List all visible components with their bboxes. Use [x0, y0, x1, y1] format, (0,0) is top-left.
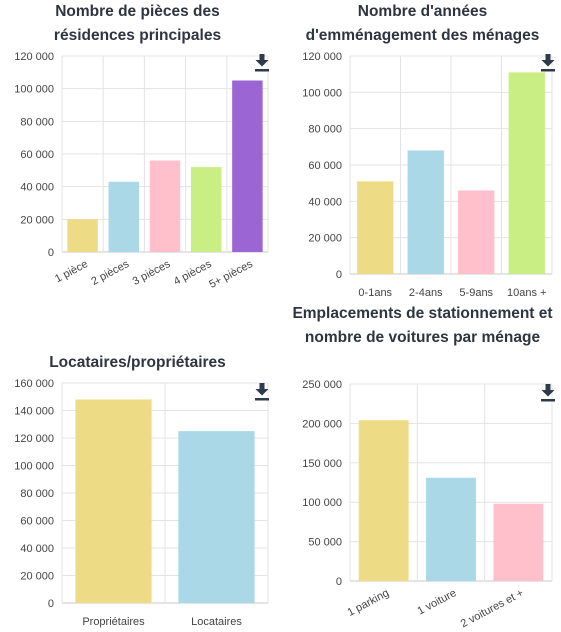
bar[interactable]	[178, 431, 255, 603]
y-tick-label: 40 000	[20, 182, 54, 194]
download-icon[interactable]	[541, 54, 555, 72]
y-tick-label: 0	[48, 247, 54, 259]
chart-panel-move-in-years: Nombre d'années d'emménagement des ménag…	[284, 0, 561, 315]
y-tick-label: 200 000	[302, 418, 342, 430]
chart-title: Locataires/propriétaires	[49, 354, 226, 371]
bar[interactable]	[232, 80, 263, 253]
y-tick-label: 250 000	[302, 379, 342, 391]
x-tick-label: 0-1ans	[358, 287, 392, 299]
x-tick-label: 4 pièces	[172, 258, 214, 288]
y-tick-label: 120 000	[14, 51, 54, 63]
y-tick-label: 20 000	[20, 571, 54, 583]
y-tick-label: 80 000	[20, 488, 54, 500]
x-tick-label: Propriétaires	[82, 616, 145, 628]
y-tick-label: 150 000	[302, 458, 342, 470]
y-tick-label: 100 000	[14, 461, 54, 473]
y-tick-label: 50 000	[308, 537, 342, 549]
bar[interactable]	[426, 477, 476, 581]
y-tick-label: 80 000	[308, 124, 342, 136]
bar[interactable]	[67, 219, 98, 252]
chart-move-in-svg: 0 20 000 40 000 60 000 80 000 100 000 120 000 0…	[302, 51, 555, 299]
y-tick-label: 80 000	[20, 116, 54, 128]
x-tick-label: 1 voiture	[416, 587, 459, 617]
x-tick-label: Locataires	[191, 616, 242, 628]
chart-parking-svg: 0 50 000 100 000 150 000 200 000 250 000 1 par…	[302, 379, 555, 630]
chart-panel-parking: Emplacements de stationnement et nombre …	[284, 302, 561, 632]
x-tick-label: 1 pièce	[53, 258, 90, 285]
y-tick-label: 100 000	[302, 497, 342, 509]
chart-panel-rooms: Nombre de pièces des résidences principa…	[0, 0, 275, 315]
y-tick-label: 40 000	[308, 196, 342, 208]
y-tick-label: 60 000	[20, 149, 54, 161]
y-tick-label: 140 000	[14, 406, 54, 418]
y-tick-label: 40 000	[20, 543, 54, 555]
x-tick-label: 5-9ans	[459, 287, 493, 299]
chart-rooms-svg: 0 20 000 40 000 60 000 80 000 100 000 120 000 1…	[14, 51, 269, 291]
x-tick-label: 1 parking	[345, 587, 391, 619]
y-tick-label: 100 000	[14, 84, 54, 96]
y-tick-label: 0	[336, 576, 342, 588]
bar[interactable]	[190, 167, 222, 252]
download-icon[interactable]	[541, 384, 555, 402]
x-tick-label: 2-4ans	[409, 287, 443, 299]
y-tick-label: 0	[336, 269, 342, 281]
chart-tenure-svg: 0 20 000 40 000 60 000 80 000 100 000 120 000 1…	[14, 378, 269, 628]
x-tick-label: 3 pièces	[131, 258, 173, 288]
bar[interactable]	[108, 181, 140, 252]
download-icon[interactable]	[255, 383, 269, 401]
y-tick-label: 20 000	[308, 233, 342, 245]
bar[interactable]	[357, 181, 394, 274]
x-tick-label: 5+ pièces	[207, 258, 255, 291]
chart-title: Emplacements de stationnement et nombre …	[292, 305, 553, 346]
y-tick-label: 0	[48, 598, 54, 610]
bar[interactable]	[358, 420, 409, 581]
y-tick-label: 120 000	[14, 433, 54, 445]
x-tick-label: 10ans +	[507, 287, 546, 299]
x-tick-label: 2 pièces	[89, 258, 131, 288]
y-tick-label: 120 000	[302, 51, 342, 63]
download-icon[interactable]	[255, 54, 269, 72]
bar[interactable]	[149, 160, 181, 252]
x-tick-label: 2 voitures et +	[459, 587, 526, 630]
bar[interactable]	[493, 503, 544, 581]
y-tick-label: 60 000	[20, 516, 54, 528]
bar[interactable]	[458, 190, 495, 274]
y-tick-label: 60 000	[308, 160, 342, 172]
y-tick-label: 160 000	[14, 378, 54, 390]
bar[interactable]	[407, 150, 444, 274]
chart-panel-tenants-owners: Locataires/propriétaires 0 20 000 40 000 60…	[0, 340, 275, 632]
bar[interactable]	[508, 72, 545, 274]
bar[interactable]	[75, 399, 152, 604]
chart-title: Nombre d'années d'emménagement des ménag…	[305, 3, 540, 44]
y-tick-label: 20 000	[20, 214, 54, 226]
y-tick-label: 100 000	[302, 87, 342, 99]
chart-title: Nombre de pièces des résidences principa…	[53, 3, 222, 44]
